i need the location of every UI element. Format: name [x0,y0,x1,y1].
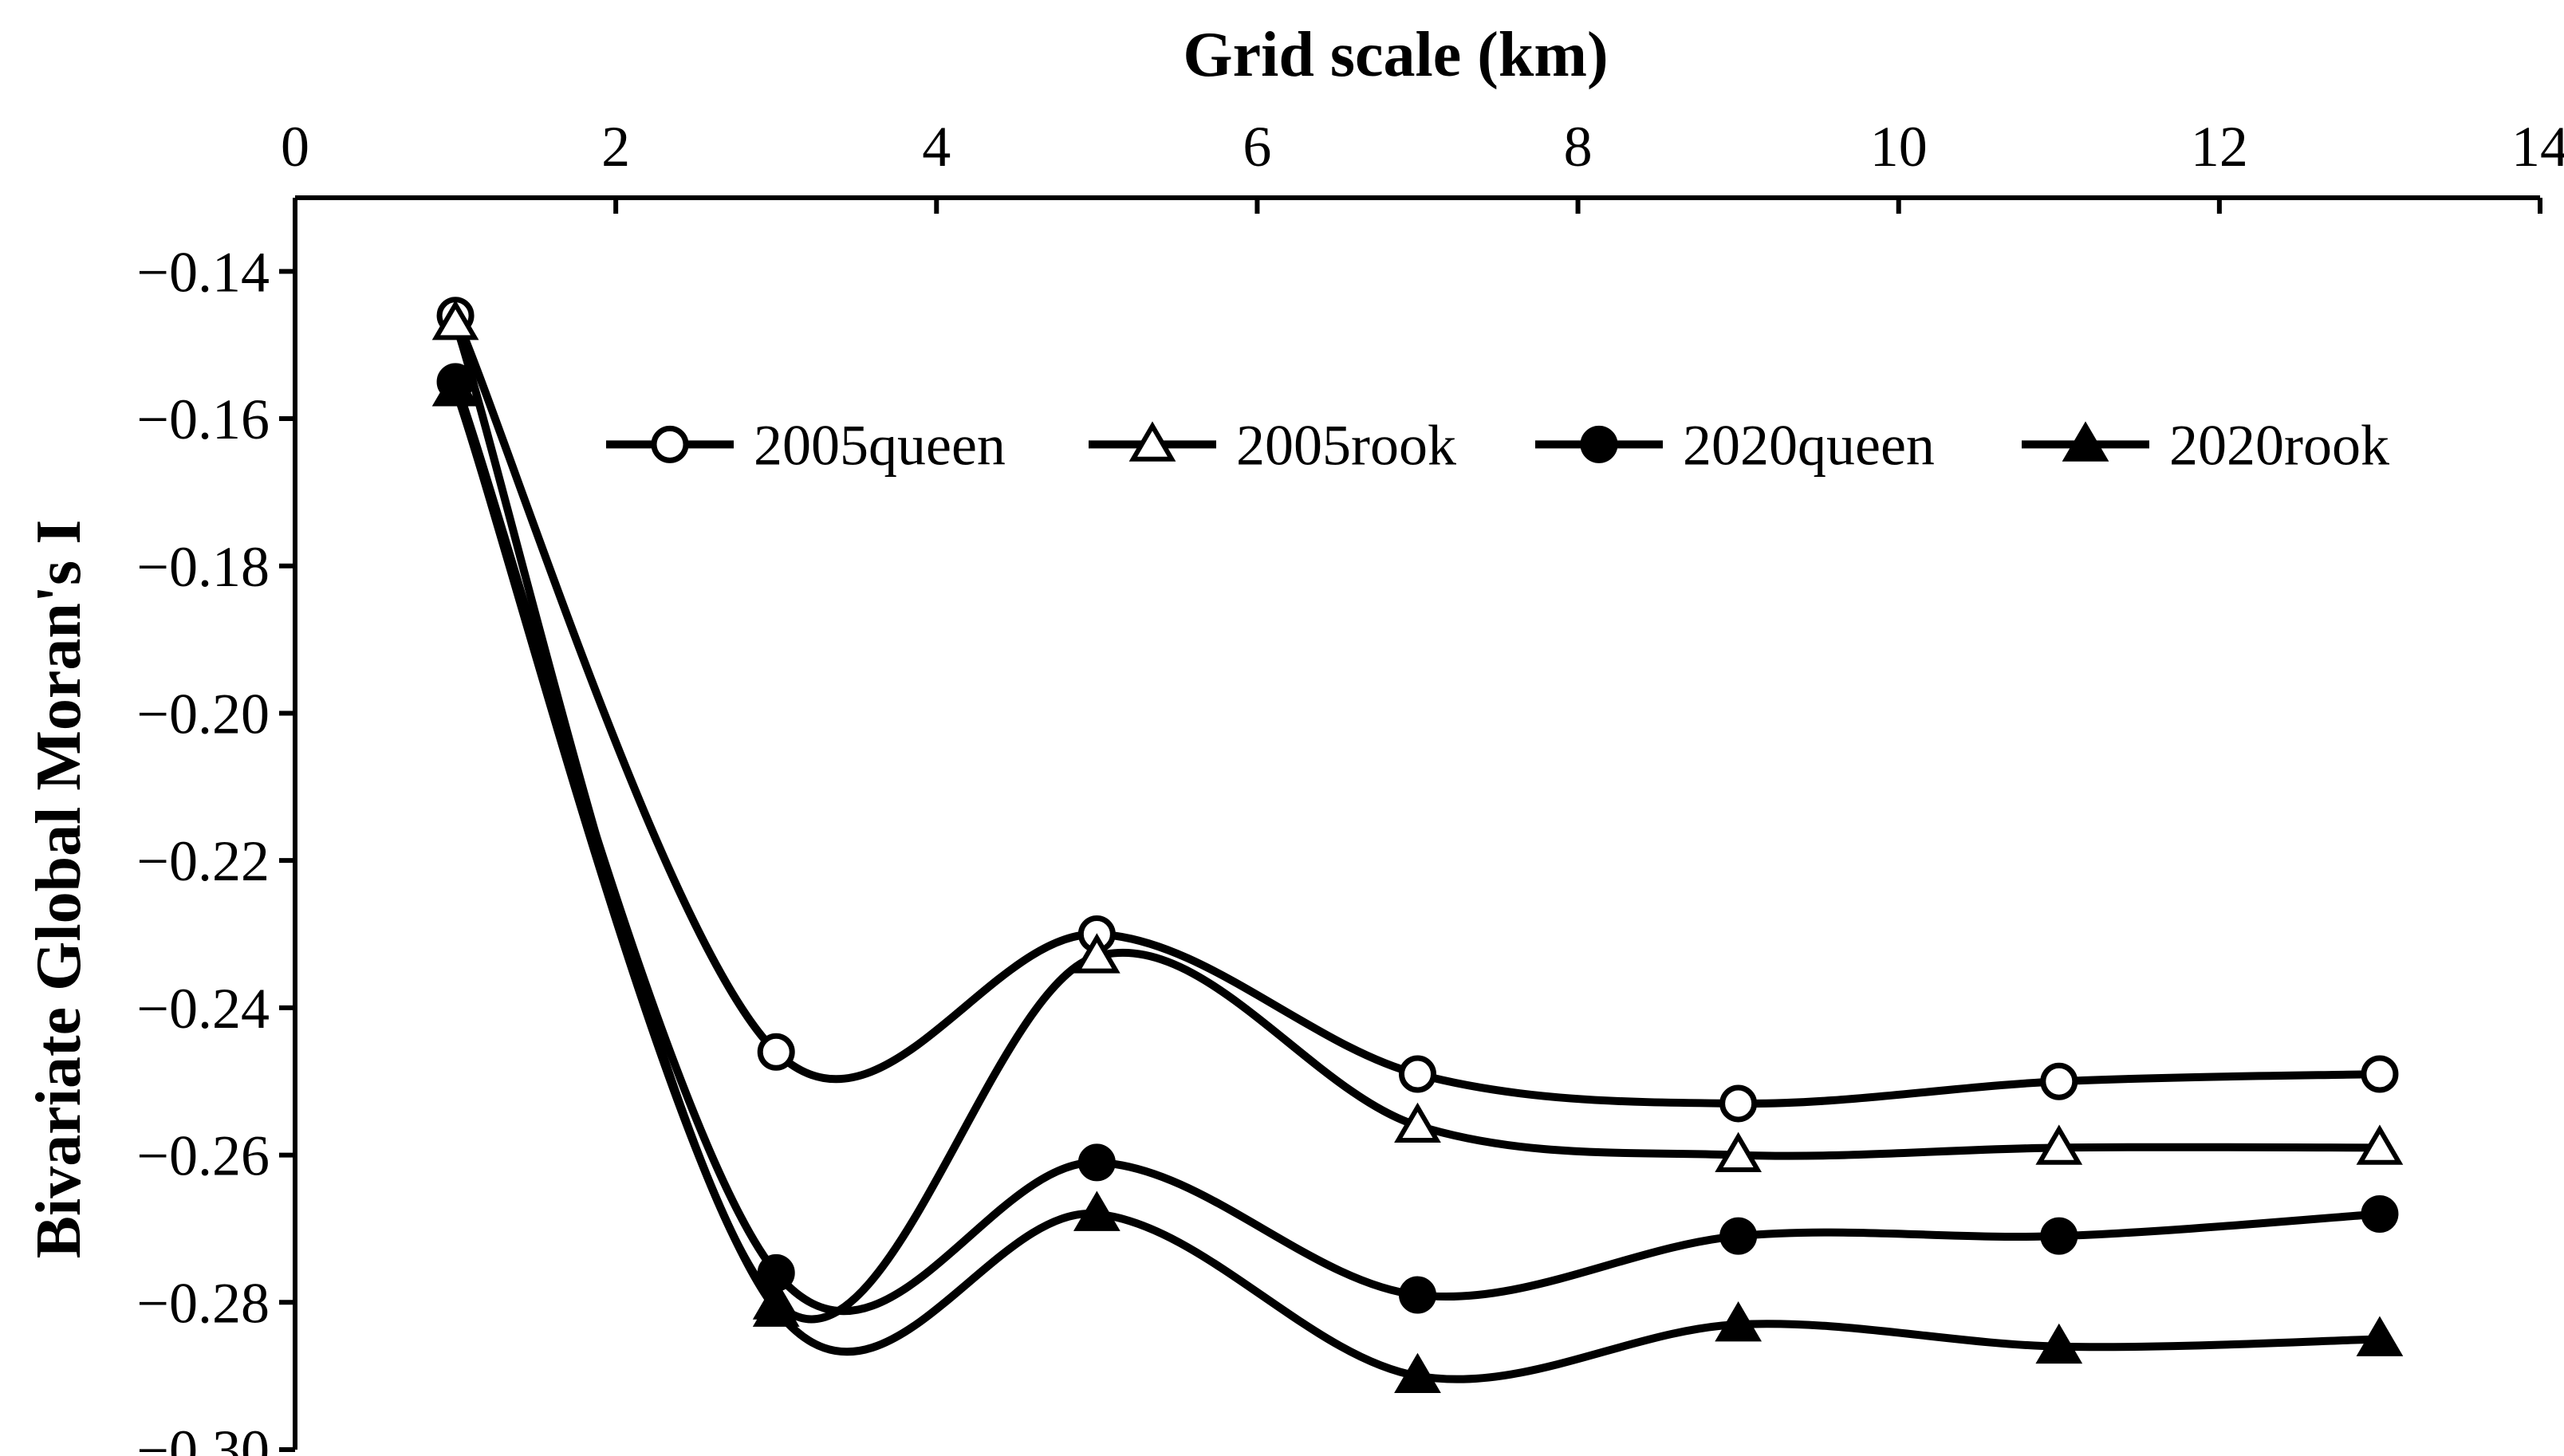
data-point-2020rook [1073,1190,1121,1231]
series-2005queen [436,297,2399,1123]
y-tick-label: −0.28 [136,1271,270,1335]
data-point-2020queen [2040,1217,2078,1255]
legend: 2005queen 2005rook 2020queen 2020rook [606,413,2389,477]
y-tick-label: −0.14 [136,240,270,304]
y-tick-label: −0.16 [136,388,270,451]
series-line-2005queen [451,311,2384,1108]
data-point-2005rook [1715,1131,1763,1172]
data-point-2020queen [757,1253,795,1292]
x-tick-label: 8 [1564,115,1593,179]
series-layer [431,297,2404,1394]
data-point-2020rook [2356,1316,2404,1356]
data-point-2005queen [1399,1055,1436,1093]
axes [293,195,2542,1450]
x-ticks: 0 2 4 6 8 10 12 14 [281,115,2564,214]
x-tick-label: 2 [601,115,630,179]
legend-marker [2062,421,2109,462]
data-point-2005queen [1719,1084,1758,1123]
x-axis-title: Grid scale (km) [1183,20,1608,90]
series-line-2020rook [451,385,2384,1383]
data-point-2005queen [757,1033,795,1071]
data-point-2020queen [1077,1143,1116,1182]
data-point-2005rook [1394,1102,1441,1143]
legend-marker [1128,421,1176,462]
data-point-2005rook [2356,1124,2404,1165]
data-point-2020queen [2361,1194,2399,1233]
legend-label: 2005queen [754,413,1006,477]
legend-label: 2005rook [1236,413,1456,477]
x-tick-label: 4 [922,115,951,179]
data-point-2020queen [1399,1276,1436,1314]
data-point-2005queen [2361,1055,2399,1093]
y-tick-label: −0.30 [136,1419,270,1456]
data-point-2020rook [1715,1301,1763,1342]
y-ticks: −0.14 −0.16 −0.18 −0.20 −0.22 −0.24 −0.26 −0.28… [136,240,295,1456]
series-line-2020queen [451,377,2384,1316]
legend-label: 2020rook [2169,413,2389,477]
data-point-2020queen [1719,1217,1758,1255]
y-tick-label: −0.20 [136,682,270,746]
legend-item-2005rook: 2005rook [1089,413,1456,477]
data-point-2020rook [752,1286,800,1327]
legend-item-2020rook: 2020rook [2022,413,2389,477]
x-tick-label: 6 [1243,115,1271,179]
x-tick-label: 14 [2511,115,2564,179]
legend-item-2005queen: 2005queen [606,413,1006,477]
data-point-2005queen [2040,1062,2078,1100]
x-tick-label: 12 [2191,115,2248,179]
y-axis-title: Bivariate Global Moran's I [24,520,94,1259]
y-tick-label: −0.26 [136,1124,270,1188]
x-tick-label: 0 [281,115,309,179]
legend-label: 2020queen [1683,413,1935,477]
series-2020queen [436,363,2399,1316]
series-2020rook [431,366,2404,1394]
data-point-2005rook [431,300,479,340]
data-point-2020rook [2035,1323,2083,1364]
data-point-2020rook [1394,1352,1441,1394]
data-point-2005rook [1073,933,1121,974]
legend-marker [651,425,689,463]
y-tick-label: −0.22 [136,829,270,893]
x-tick-label: 10 [1870,115,1928,179]
y-tick-label: −0.24 [136,977,270,1041]
data-point-2005rook [2035,1124,2083,1165]
y-tick-label: −0.18 [136,535,270,599]
data-point-2020rook [431,366,479,407]
legend-item-2020queen: 2020queen [1535,413,1935,477]
legend-marker [1580,425,1618,463]
